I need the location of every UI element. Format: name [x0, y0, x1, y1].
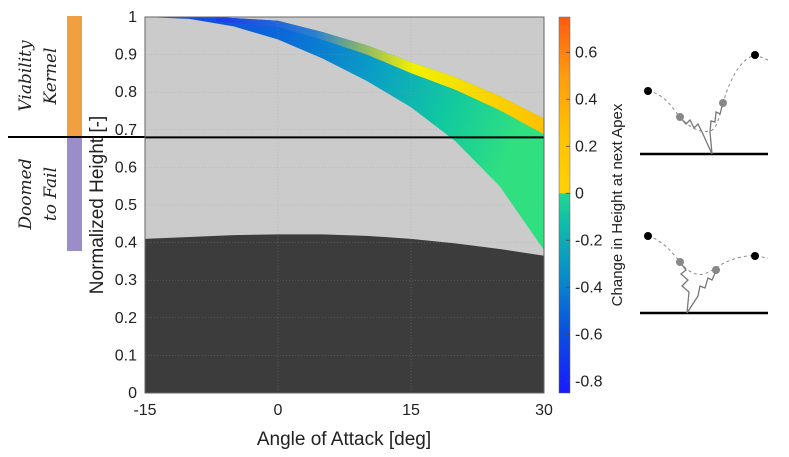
y-tick-label: 0.5 — [115, 197, 137, 214]
x-axis-ticks: -15 0 15 30 — [133, 402, 553, 419]
grid-lines — [145, 17, 544, 393]
colorbar-tick-label: 0.2 — [575, 138, 597, 155]
apex-point-end — [751, 51, 759, 59]
plot-frame — [144, 16, 545, 394]
colorbar-label: Change in Height at next Apex — [609, 103, 626, 306]
x-tick-label: 0 — [274, 402, 283, 419]
trajectory-dashed — [647, 235, 769, 275]
y-tick-label: 0.9 — [115, 47, 137, 64]
colorbar-tick-label: 0 — [575, 185, 584, 202]
colorbar-tick-label: 0.4 — [575, 91, 597, 108]
colorbar-ticks: -0.8 -0.6 -0.4 -0.2 0 0.2 0.4 0.6 — [566, 44, 603, 390]
kernel-label: Kernel — [41, 48, 61, 106]
to-fail-label: to Fail — [41, 167, 61, 221]
liftoff-point — [719, 99, 727, 107]
gait-illustration-top — [640, 51, 769, 156]
doomed-label: Doomed — [16, 158, 36, 230]
leg-spring-right — [709, 102, 724, 155]
y-tick-label: 0.4 — [115, 235, 137, 252]
gait-illustration-bottom — [640, 232, 769, 315]
touchdown-point — [676, 258, 684, 266]
leg-spring-left — [679, 116, 713, 155]
colorbar-tick-label: -0.6 — [575, 326, 603, 343]
y-tick-label: 0.2 — [115, 310, 137, 327]
x-tick-label: 30 — [535, 402, 553, 419]
apex-point-end — [751, 252, 759, 260]
y-tick-label: 1 — [128, 9, 137, 26]
x-axis-label: Angle of Attack [deg] — [257, 429, 431, 450]
colorbar-tick-label: -0.2 — [575, 232, 603, 249]
failure-region — [145, 234, 544, 393]
liftoff-point — [712, 266, 720, 274]
colorbar-tick-label: -0.4 — [575, 279, 603, 296]
colorbar: -0.8 -0.6 -0.4 -0.2 0 0.2 0.4 0.6 Change in Hei… — [558, 16, 626, 394]
x-tick-label: 15 — [402, 402, 420, 419]
plot-area — [145, 17, 544, 393]
y-axis-ticks: 0 0.1 0.2 0.3 0.4 0.5 0.6 0.7 0.8 0.9 1 — [115, 9, 137, 402]
y-tick-label: 0.1 — [115, 347, 137, 364]
y-axis-label: Normalized Height [-] — [87, 116, 108, 294]
viability-label: Viability — [16, 40, 36, 112]
colorbar-gradient — [558, 16, 571, 394]
y-tick-label: 0.8 — [115, 84, 137, 101]
side-labels: Viability Kernel Doomed to Fail — [8, 16, 145, 251]
viability-kernel-bar — [67, 16, 82, 137]
leg-spring-left — [679, 261, 690, 314]
leg-spring-right — [686, 270, 717, 314]
x-tick-label: -15 — [133, 402, 156, 419]
colorbar-tick-label: 0.6 — [575, 44, 597, 61]
trajectory-dashed — [647, 54, 769, 132]
touchdown-point — [676, 113, 684, 121]
apex-point-start — [644, 87, 652, 95]
apex-point-start — [644, 232, 652, 240]
doomed-to-fail-bar — [67, 137, 82, 251]
colorbar-tick-label: -0.8 — [575, 373, 603, 390]
y-tick-label: 0 — [128, 385, 137, 402]
y-tick-label: 0.3 — [115, 272, 137, 289]
y-tick-label: 0.6 — [115, 159, 137, 176]
y-tick-label: 0.7 — [115, 122, 137, 139]
